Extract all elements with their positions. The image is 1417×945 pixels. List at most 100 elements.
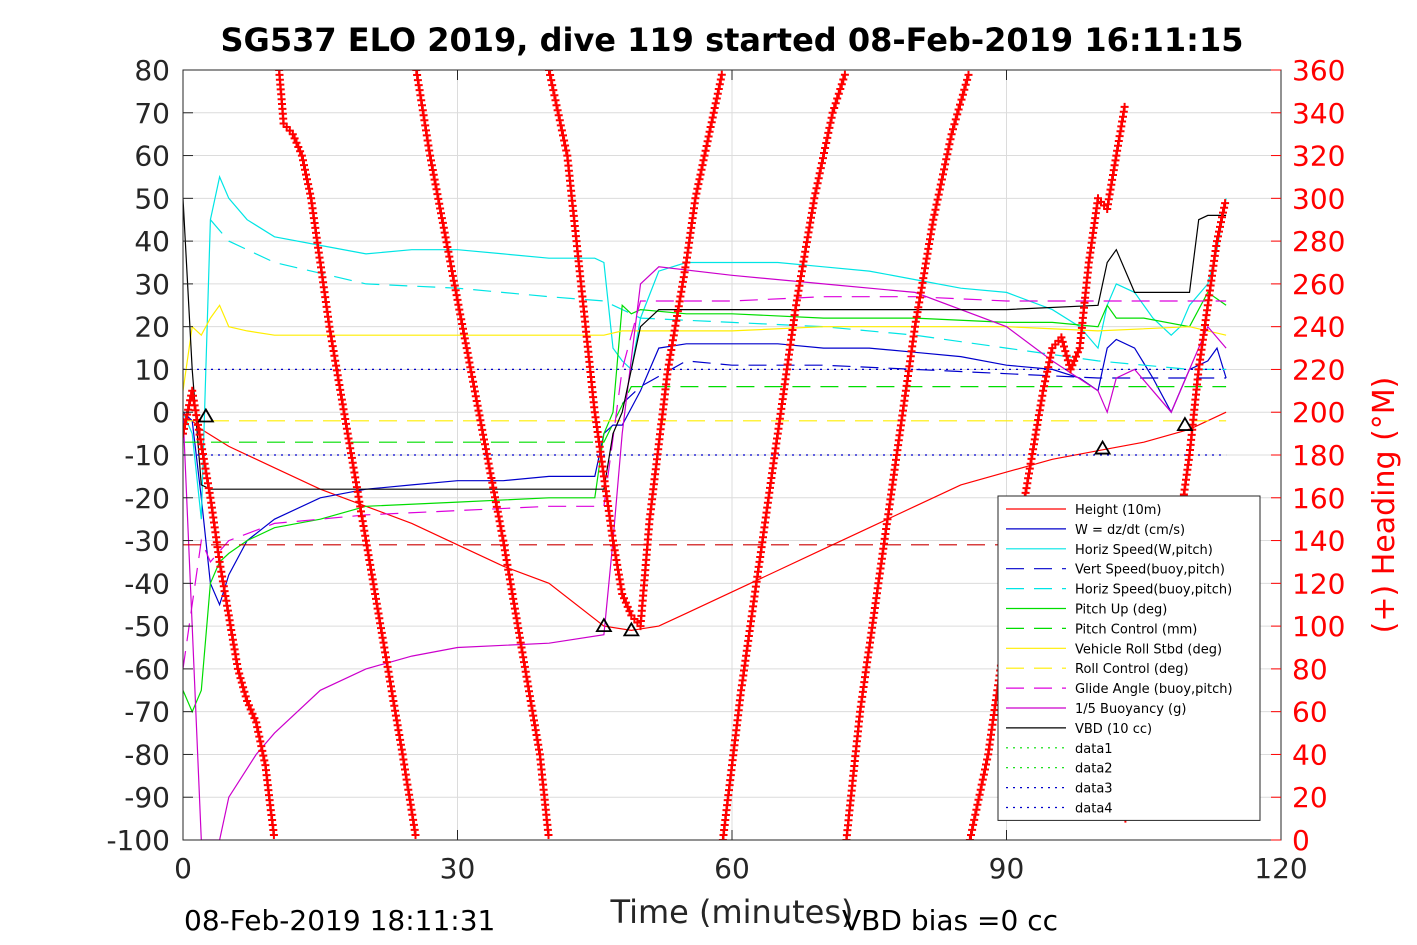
y-right-tick-label-12: 120: [1292, 567, 1345, 600]
heading-marker-931: [933, 195, 942, 204]
legend-box: [997, 495, 1261, 821]
heading-marker-961: [970, 815, 979, 824]
heading-marker-627: [700, 151, 709, 160]
legend-label-4: Horiz Speed(buoy,pitch): [1075, 583, 1232, 598]
y-right-tick-label-1: 340: [1292, 97, 1345, 130]
heading-marker-968: [977, 780, 986, 789]
legend-label-1: W = dz/dt (cm/s): [1075, 523, 1185, 538]
heading-marker-794: [831, 99, 840, 108]
series-line-1: [183, 338, 1227, 607]
series-line-2: [183, 174, 1227, 520]
heading-marker-72: [241, 692, 250, 701]
legend-label-12: data1: [1075, 742, 1113, 757]
series-line-9: [183, 296, 1227, 669]
y-left-tick-label-18: -100: [106, 824, 170, 857]
footer-timestamp: 08-Feb-2019 18:11:31: [184, 904, 495, 937]
heading-marker-120: [296, 147, 305, 156]
y-right-tick-label-18: 0: [1292, 824, 1310, 857]
legend-label-10: 1/5 Buoyancy (g): [1075, 702, 1186, 717]
heading-marker-423: [549, 86, 558, 95]
heading-marker-798: [837, 80, 846, 89]
y-left-tick-label-0: 80: [134, 54, 170, 87]
legend-label-5: Pitch Up (deg): [1075, 603, 1167, 618]
heading-marker-782: [817, 159, 826, 168]
y-right-tick-label-9: 180: [1292, 439, 1345, 472]
heading-marker-1070: [1072, 352, 1080, 361]
heading-marker-934: [936, 180, 945, 189]
y-right-tick-label-4: 280: [1292, 225, 1345, 258]
x-axis-label: Time (minutes): [610, 893, 854, 931]
legend-label-9: Glide Angle (buoy,pitch): [1075, 682, 1233, 697]
heading-marker-119: [294, 143, 303, 151]
heading-marker-935: [937, 175, 946, 184]
heading-marker-953: [960, 85, 969, 94]
legend-label-6: Pitch Control (mm): [1075, 622, 1197, 637]
y-right-tick-label-17: 20: [1292, 781, 1328, 814]
heading-marker-781: [816, 164, 825, 173]
heading-marker-930: [932, 200, 941, 209]
heading-marker-936: [939, 170, 947, 179]
heading-marker-799: [839, 75, 848, 84]
heading-marker-638: [711, 99, 720, 108]
heading-marker-101: [269, 831, 278, 839]
legend-label-8: Roll Control (deg): [1075, 662, 1189, 677]
y-left-tick-label-7: 10: [134, 353, 170, 386]
event-marker-1: [595, 617, 613, 633]
heading-marker-789: [825, 123, 834, 132]
y-left-tick-label-5: 30: [134, 268, 170, 301]
heading-marker-525: [620, 594, 628, 603]
y-left-tick-label-15: -70: [124, 696, 170, 729]
legend-label-14: data3: [1075, 782, 1113, 797]
heading-marker-1251: [1219, 208, 1227, 217]
heading-marker-948: [953, 110, 962, 119]
y-left-tick-label-13: -50: [124, 610, 170, 643]
y-left-tick-label-4: 40: [134, 225, 170, 258]
heading-marker-80: [254, 727, 263, 736]
y-left-tick-label-14: -60: [124, 653, 170, 686]
heading-marker-955: [963, 75, 972, 84]
x-tick-label-1: 30: [440, 852, 476, 885]
heading-marker-972: [982, 760, 990, 769]
heading-marker-796: [834, 89, 843, 98]
heading-marker-785: [821, 144, 830, 152]
y-right-tick-labels: 3603403203002802602402202001801601401201…: [1292, 54, 1345, 857]
right-axis-label: (+) Heading (°M): [1367, 377, 1402, 634]
heading-marker-950: [956, 100, 964, 109]
heading-marker-1063: [1061, 347, 1070, 356]
heading-marker-1067: [1066, 365, 1075, 374]
heading-marker-66: [233, 664, 242, 673]
heading-marker-946: [950, 120, 959, 129]
markers-layer: [197, 407, 1194, 637]
legend: Height (10m) W = dz/dt (cm/s) Horiz Speed(…: [997, 495, 1261, 821]
y-left-tick-label-2: 60: [134, 140, 170, 173]
y-right-tick-label-16: 40: [1292, 738, 1328, 771]
heading-marker-784: [820, 149, 828, 157]
legend-label-3: Vert Speed(buoy,pitch): [1075, 563, 1225, 578]
heading-marker-945: [949, 125, 957, 134]
heading-marker-77: [250, 714, 259, 723]
heading-marker-2: [183, 420, 189, 429]
series-line-3: [621, 360, 1227, 405]
heading-marker-633: [706, 123, 715, 131]
heading-marker-528: [625, 607, 634, 616]
heading-marker-942: [945, 140, 954, 149]
heading-marker-932: [934, 190, 943, 199]
heading-marker-0: [183, 429, 187, 438]
y-right-tick-label-0: 360: [1292, 54, 1345, 87]
heading-marker-966: [975, 790, 984, 799]
heading-marker-973: [983, 755, 992, 764]
x-tick-label-2: 60: [714, 852, 750, 885]
heading-marker-800: [840, 70, 849, 79]
heading-marker-419: [545, 70, 553, 74]
heading-marker-260: [411, 831, 420, 839]
event-marker-2: [622, 621, 640, 637]
event-marker-3: [1094, 439, 1112, 455]
heading-marker-118: [292, 138, 301, 147]
heading-marker-778: [813, 179, 822, 188]
heading-marker-76: [248, 709, 257, 718]
y-right-tick-label-11: 140: [1292, 525, 1345, 558]
series-line-5: [183, 291, 1227, 714]
y-left-tick-label-16: -80: [124, 738, 170, 771]
heading-marker-1061: [1058, 337, 1067, 346]
